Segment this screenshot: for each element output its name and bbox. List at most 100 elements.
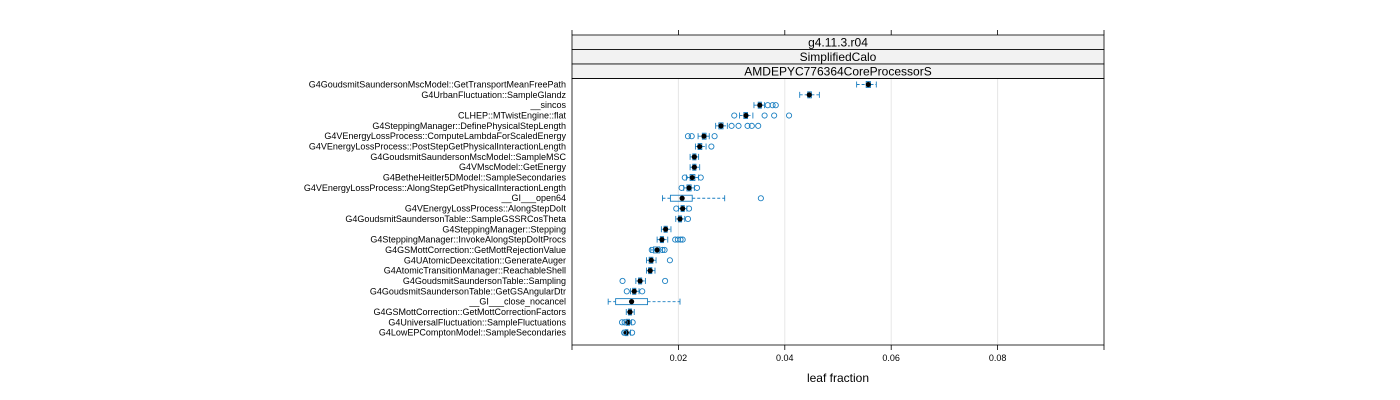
median-dot [718,123,724,129]
median-dot [654,247,660,253]
outlier-point [684,215,692,222]
outlier-point [679,236,686,243]
median-dot [686,185,692,191]
box-row: G4SteppingManager::DefinePhysicalStepLen… [372,121,762,131]
median-dot [627,309,633,315]
box-row: G4BetheHeitler5DModel::SampleSecondaries [383,173,704,183]
outlier-point [697,174,704,181]
median-dot [628,299,635,305]
outlier-point [744,122,751,129]
box-row: G4VEnergyLossProcess::PostStepGetPhysica… [309,142,715,152]
row-label: G4GSMottCorrection::GetMottRejectionValu… [385,245,566,255]
outlier-point [757,195,764,202]
plot-panel-frame [571,78,1105,346]
box-row: G4GSMottCorrection::GetMottRejectionValu… [385,245,668,255]
box-row: __GI___open64 [500,193,764,203]
box-row: G4VEnergyLossProcess::ComputeLambdaForSc… [324,131,718,141]
outlier-point [685,205,693,212]
outlier-point [621,329,628,336]
outlier-point [681,174,688,181]
row-label: G4SteppingManager::Stepping [442,224,566,234]
box-row: G4VEnergyLossProcess::AlongStepGetPhysic… [304,183,701,193]
row-label: G4VEnergyLossProcess::AlongStepGetPhysic… [304,183,566,193]
row-label: G4GSMottCorrection::GetMottCorrectionFac… [373,307,566,317]
row-label: G4VEnergyLossProcess::PostStepGetPhysica… [309,142,566,152]
x-tick-label: 0.08 [989,353,1007,363]
box-row: __sincos [529,100,779,110]
strip-label-version: g4.11.3.r04 [808,35,868,49]
outlier-point [673,205,680,212]
x-tick-label: 0.04 [776,353,794,363]
median-dot [865,81,871,88]
strip-headers: g4.11.3.r04 SimplifiedCalo AMDEPYC776364… [571,34,1105,79]
box-row: __GI___close_nocancel [468,297,681,307]
outlier-point [666,257,673,264]
outlier-point [619,277,626,285]
outlier-point [771,112,778,119]
box-row: G4GoudsmitSaundersonTable::Sampling [403,276,669,286]
outlier-point [648,246,655,253]
row-label: G4GoudsmitSaundersonTable::SampleGSSRCos… [345,214,566,224]
box-rows: G4GoudsmitSaundersonMscModel::GetTranspo… [304,80,877,338]
row-label: G4AtomicTransitionManager::ReachableShel… [384,266,566,276]
outlier-point [735,122,742,129]
row-label: G4LowEPComptonModel::SampleSecondaries [379,328,567,338]
row-label: CLHEP::MTwistEngine::flat [458,111,567,121]
x-axis: 0.02 0.04 0.06 0.08 [571,30,1105,363]
median-dot [757,102,763,108]
box-row: G4VMscModel::GetEnergy [459,162,701,172]
median-dot [691,154,697,160]
outlier-point [678,184,685,191]
outlier-point [772,102,779,109]
box-row: G4GoudsmitSaundersonTable::GetGSAngularD… [370,286,646,296]
outlier-point [629,329,636,336]
median-dot [697,143,703,150]
outlier-point [688,133,695,140]
outlier-point [639,288,646,295]
median-dot [637,278,643,284]
x-tick-label: 0.02 [670,353,688,363]
box-row: G4SteppingManager::InvokeAlongStepDoItPr… [370,235,686,245]
outlier-point [629,319,636,326]
outlier-point [731,112,738,119]
box-row: G4UniversalFluctuation::SampleFluctuatio… [388,317,636,327]
row-label: G4VEnergyLossProcess::ComputeLambdaForSc… [324,131,566,141]
outlier-point [693,184,701,191]
outlier-point [618,319,626,326]
row-label: G4GoudsmitSaundersonMscModel::SampleMSC [370,152,566,162]
row-label: G4SteppingManager::DefinePhysicalStepLen… [372,121,566,131]
box-row: G4LowEPComptonModel::SampleSecondaries [379,328,636,338]
median-dot [701,133,707,139]
outlier-point [677,236,684,243]
median-dot [648,257,654,263]
grid-lines [677,78,999,345]
row-label: G4UrbanFluctuation::SampleGlandz [421,90,566,100]
outlier-point [662,277,669,285]
row-label: G4BetheHeitler5DModel::SampleSecondaries [383,173,567,183]
x-tick-label: 0.06 [882,353,900,363]
row-label: G4VMscModel::GetEnergy [459,162,567,172]
row-label: __GI___open64 [500,193,566,203]
box-row: G4GoudsmitSaundersonMscModel::GetTranspo… [309,80,877,90]
outlier-point [623,288,630,295]
box-row: G4GoudsmitSaundersonMscModel::SampleMSC [370,152,700,162]
box-iqr [615,298,648,306]
median-dot [659,237,665,243]
row-label: G4UniversalFluctuation::SampleFluctuatio… [388,317,566,327]
box-row: G4UrbanFluctuation::SampleGlandz [421,90,820,100]
box-row: G4UAtomicDeexcitation::GenerateAuger [404,255,673,265]
row-label: __GI___close_nocancel [468,297,566,307]
row-label: G4UAtomicDeexcitation::GenerateAuger [404,255,566,265]
row-label: G4GoudsmitSaundersonTable::GetGSAngularD… [370,286,566,296]
row-label: G4VEnergyLossProcess::AlongStepDoIt [405,204,567,214]
outlier-point [659,246,666,253]
outlier-point [786,112,793,119]
median-dot [663,226,669,232]
outlier-point [728,122,735,129]
box-iqr [669,194,693,202]
outlier-point [748,122,755,129]
outlier-point [711,133,718,140]
median-dot [743,112,749,119]
box-row: G4SteppingManager::Stepping [442,224,672,234]
